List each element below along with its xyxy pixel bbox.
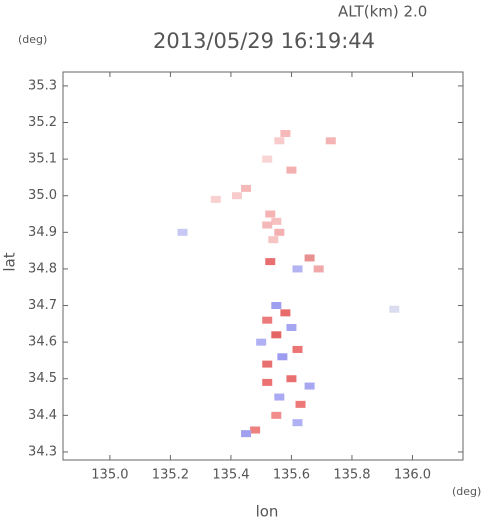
y-tick-label: 34.5 xyxy=(28,371,57,386)
x-tick-label: 135.8 xyxy=(333,468,370,483)
echo-cell xyxy=(292,265,303,273)
echo-cell xyxy=(262,221,273,229)
y-tick-label: 34.9 xyxy=(28,225,57,240)
echo-cell xyxy=(265,258,276,266)
echo-cell xyxy=(271,411,282,419)
y-tick-label: 35.0 xyxy=(28,188,57,203)
echo-cell xyxy=(271,217,282,225)
echo-cell xyxy=(313,265,324,273)
echo-cell xyxy=(262,316,273,324)
y-axis-label: lat xyxy=(1,252,19,271)
echo-cell xyxy=(271,331,282,339)
y-tick-label: 34.6 xyxy=(28,335,57,350)
x-tick-label: 135.4 xyxy=(212,468,249,483)
echo-cell xyxy=(274,137,285,145)
echo-cell xyxy=(280,309,291,317)
echo-cell xyxy=(241,430,252,438)
x-tick-label: 135.0 xyxy=(91,468,128,483)
x-tick-label: 136.0 xyxy=(394,468,431,483)
echo-cell xyxy=(389,305,400,313)
echo-cell xyxy=(268,236,279,244)
echo-cell xyxy=(265,210,276,218)
y-tick-label: 35.2 xyxy=(28,115,57,130)
echo-cell xyxy=(256,338,267,346)
echo-cell xyxy=(295,400,306,408)
echo-cell xyxy=(304,382,315,390)
echo-cell xyxy=(304,254,315,262)
echo-cell xyxy=(280,129,291,137)
y-tick-label: 34.4 xyxy=(28,408,57,423)
x-unit: (deg) xyxy=(452,485,481,498)
echo-cell xyxy=(262,378,273,386)
y-unit: (deg) xyxy=(18,33,47,46)
echo-cell xyxy=(292,419,303,427)
y-tick-label: 34.7 xyxy=(28,298,57,313)
y-tick-label: 35.3 xyxy=(28,78,57,93)
echo-cell xyxy=(286,323,297,331)
echo-cell xyxy=(271,302,282,310)
x-tick-label: 135.2 xyxy=(152,468,189,483)
chart-title: 2013/05/29 16:19:44 xyxy=(153,29,375,53)
echo-cell xyxy=(250,426,261,434)
echo-cell xyxy=(292,345,303,353)
echo-cell xyxy=(241,184,252,192)
echo-cell xyxy=(286,375,297,383)
echo-cell xyxy=(231,192,242,200)
plot-frame xyxy=(62,71,464,461)
x-axis-label: lon xyxy=(256,503,279,521)
echo-cell xyxy=(274,393,285,401)
echo-cell xyxy=(277,353,288,361)
x-tick-label: 135.6 xyxy=(273,468,310,483)
echo-cell xyxy=(286,166,297,174)
y-tick-label: 34.3 xyxy=(28,444,57,459)
echo-cell xyxy=(262,360,273,368)
y-tick-label: 35.1 xyxy=(28,152,57,167)
echo-cell xyxy=(177,228,188,236)
altitude-label: ALT(km) 2.0 xyxy=(338,3,427,21)
y-tick-label: 34.8 xyxy=(28,261,57,276)
echo-cell xyxy=(325,137,336,145)
echo-cell xyxy=(210,195,221,203)
echo-cell xyxy=(274,228,285,236)
echo-cell xyxy=(262,155,273,163)
